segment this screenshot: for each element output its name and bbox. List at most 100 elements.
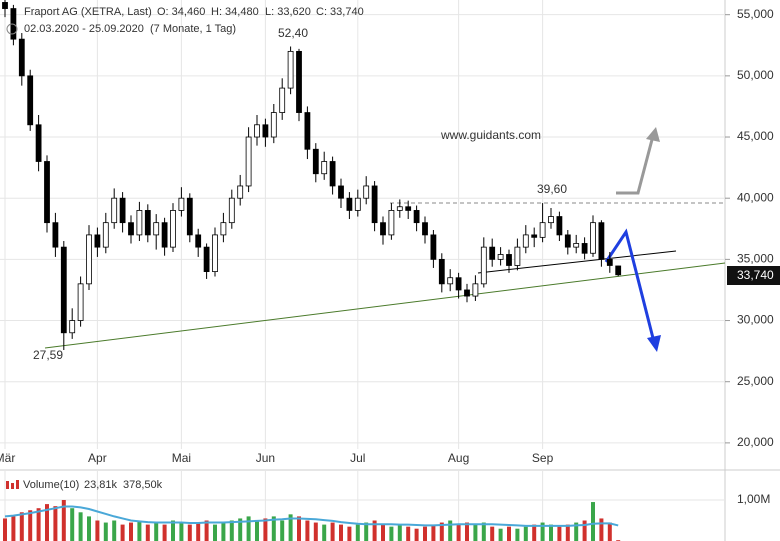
candle-body (178, 197, 185, 211)
candle-body (564, 234, 571, 248)
marks (2, 0, 622, 541)
trend-line (477, 250, 677, 274)
volume-bar (582, 520, 587, 541)
volume-bar (565, 524, 570, 541)
volume-bar (481, 522, 486, 541)
candle-body (598, 222, 605, 260)
candle-body (590, 222, 596, 254)
volume-bar (103, 522, 108, 541)
volume-bar (19, 512, 24, 541)
candle-body (111, 197, 118, 224)
candle-body (581, 243, 588, 254)
volume-bar (36, 508, 41, 541)
volume-bar (322, 524, 327, 541)
y-tick-label: 30,000 (737, 313, 774, 327)
volume-bar (61, 500, 66, 541)
candle-body (2, 2, 8, 9)
grid (0, 0, 725, 541)
candle-body (86, 234, 92, 285)
volume-bar (414, 528, 419, 541)
volume-bar (465, 522, 469, 541)
candle-body (287, 50, 294, 89)
candle-body (363, 185, 370, 199)
ohlc: H: 34,480 (211, 6, 259, 18)
candle-body (371, 185, 378, 224)
candle-body (212, 234, 218, 273)
volume-ma-label: 378,50k (123, 479, 163, 491)
volume-bar (574, 522, 579, 541)
ohlc: C: 33,740 (316, 6, 364, 18)
candle-body (422, 222, 428, 236)
annotation: 39,60 (537, 182, 567, 196)
up-arrow (616, 131, 656, 195)
volume-bar (45, 504, 49, 541)
candle-body (186, 197, 193, 236)
candle-body (531, 234, 538, 238)
volume-bar (355, 524, 360, 541)
y-tick-label: 50,000 (737, 68, 774, 82)
x-tick-label: Sep (532, 451, 554, 465)
volume-bar (507, 526, 511, 541)
volume-bar (238, 518, 243, 541)
volume-bar (53, 506, 58, 541)
candle-body (312, 148, 319, 175)
volume-bar (423, 526, 427, 541)
y-tick-label: 35,000 (737, 252, 774, 266)
volume-bar (78, 512, 83, 541)
x-tick-label: Jul (350, 451, 365, 465)
candle-body (464, 289, 470, 297)
title: Fraport AG (XETRA, Last) (24, 6, 152, 18)
candle-body (254, 124, 260, 138)
volume-bar (221, 522, 226, 541)
volume-bar (364, 522, 369, 541)
volume-bar (549, 524, 553, 541)
volume-legend: Volume(10) (23, 479, 79, 491)
volume-bar (28, 510, 33, 541)
volume-bar (456, 524, 461, 541)
y-tick-label: 40,000 (737, 190, 774, 204)
candle-body (52, 222, 59, 248)
candle-body (18, 38, 25, 77)
volume-bar (339, 524, 343, 541)
candle-body (27, 75, 34, 126)
candle-body (606, 258, 613, 266)
y-tick-label: 55,000 (737, 7, 774, 21)
y-tick-label: 25,000 (737, 374, 774, 388)
y-tick-label: 1,00M (737, 492, 770, 506)
volume-bar (532, 524, 537, 541)
volume-bar (204, 520, 209, 541)
candle-body (94, 234, 101, 248)
trend-line (44, 262, 726, 349)
candle-body (573, 243, 580, 248)
volume-bar (498, 528, 503, 541)
volume-bar (347, 526, 352, 541)
volume-bar (112, 520, 117, 541)
candle-body (354, 197, 361, 211)
candle-body (413, 210, 420, 224)
candle-body (321, 161, 328, 175)
volume-bar (129, 522, 133, 541)
candle-body (405, 206, 412, 211)
volume-last: 23,81k (84, 479, 118, 491)
candle-body (60, 246, 67, 334)
volume-bar (154, 522, 159, 541)
y-tick-label: 20,000 (737, 435, 774, 449)
candle-body (245, 136, 252, 187)
candle-body (346, 197, 353, 211)
candle-body (304, 112, 311, 150)
volume-bar (179, 522, 184, 541)
x-tick-label: Apr (88, 451, 107, 465)
period: (7 Monate, 1 Tag) (150, 23, 236, 35)
volume-bar (11, 516, 16, 541)
volume-bar (229, 520, 234, 541)
y-tick-label: 45,000 (737, 129, 774, 143)
volume-bar (120, 524, 125, 541)
candle-body (35, 124, 42, 162)
last-price: 33,740 (737, 268, 774, 282)
candle-body (77, 283, 84, 321)
volume-bar (439, 522, 444, 541)
watermark: www.guidants.com (440, 128, 541, 142)
volume-bar (255, 520, 259, 541)
